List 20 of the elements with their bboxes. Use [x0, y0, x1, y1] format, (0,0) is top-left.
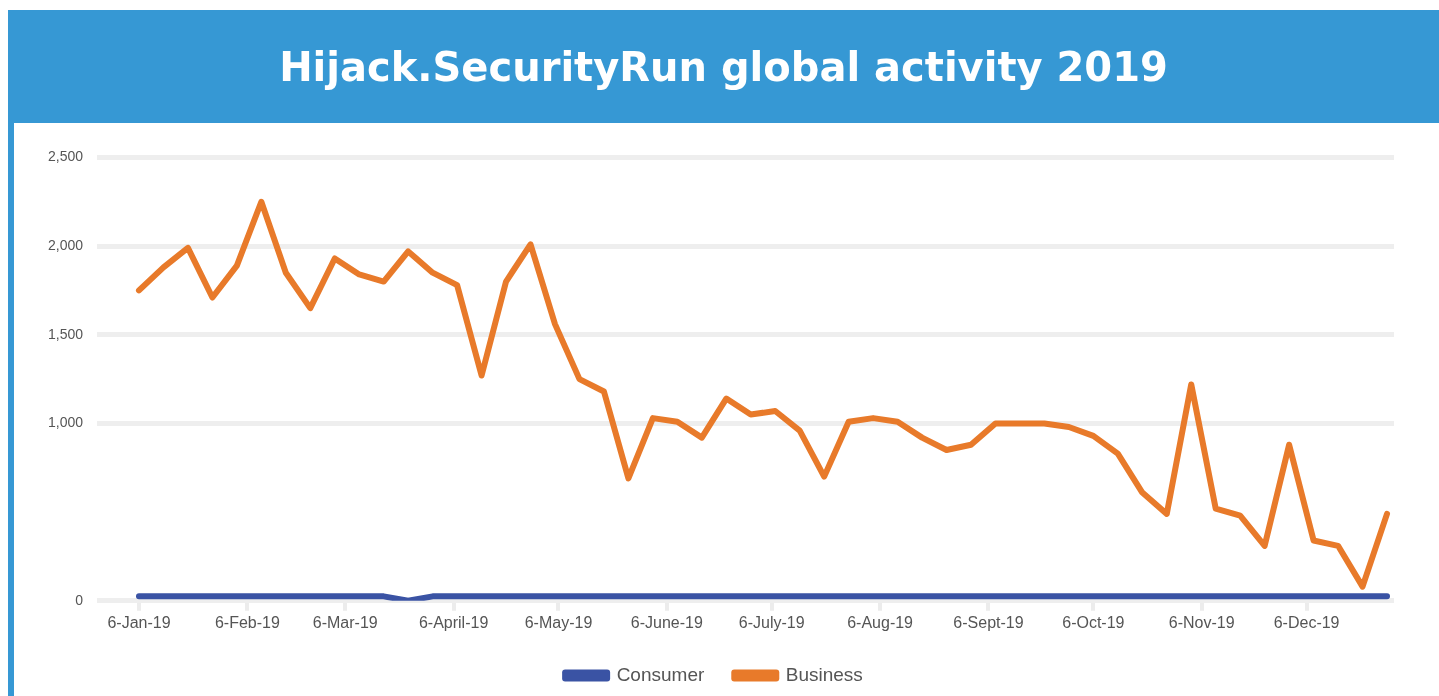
x-tick-label: 6-Jan-19: [107, 613, 171, 631]
y-tick-label: 0: [75, 591, 84, 608]
x-tick-label: 6-Sept-19: [953, 613, 1024, 631]
legend-label: Business: [785, 663, 863, 685]
x-tick-label: 6-Feb-19: [214, 613, 280, 631]
x-tick-label: 6-Mar-19: [312, 613, 378, 631]
y-tick-label: 1,500: [47, 325, 84, 342]
x-tick-label: 6-April-19: [418, 613, 489, 631]
x-tick-label: 6-Dec-19: [1273, 613, 1340, 631]
x-tick-label: 6-May-19: [524, 613, 593, 631]
chart-title: Hijack.SecurityRun global activity 2019: [8, 10, 1439, 123]
x-tick-label: 6-June-19: [630, 613, 703, 631]
y-tick-label: 2,500: [47, 148, 84, 165]
x-tick-label: 6-Aug-19: [847, 613, 914, 631]
legend-label: Consumer: [616, 663, 705, 685]
x-tick-label: 6-July-19: [738, 613, 805, 631]
y-tick-label: 1,000: [47, 414, 84, 431]
x-tick-label: 6-Oct-19: [1062, 613, 1125, 631]
x-tick-label: 6-Nov-19: [1168, 613, 1235, 631]
y-tick-label: 2,000: [47, 236, 84, 253]
